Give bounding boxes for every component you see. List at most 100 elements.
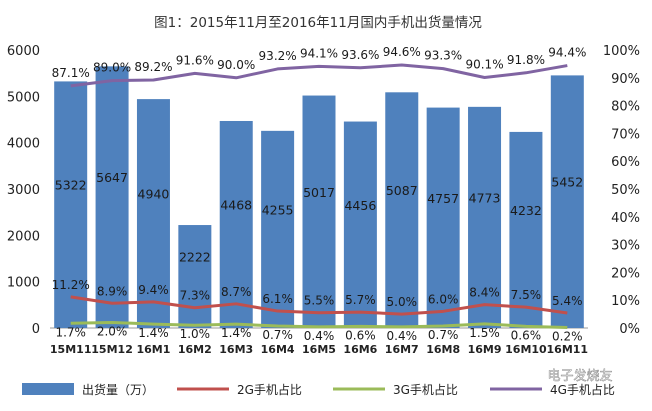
point-value-label: 94.4% — [548, 46, 586, 60]
bar-labels-group: 5322 5647 4940 2222 4468 4255 5017 4456 5087 4757… — [55, 170, 583, 264]
point-value-label: 5.5% — [304, 294, 335, 308]
point-value-label: 0.7% — [262, 328, 293, 342]
point-value-label: 94.6% — [383, 45, 421, 59]
point-value-label: 5.7% — [345, 293, 376, 307]
bar-value-label: 5017 — [303, 185, 335, 200]
point-value-label: 0.2% — [552, 329, 583, 343]
legend-swatch — [22, 383, 74, 395]
point-value-label: 0.6% — [345, 328, 376, 342]
point-value-label: 1.7% — [55, 325, 86, 339]
point-value-label: 5.4% — [552, 294, 583, 308]
bar — [509, 131, 543, 328]
y-right-tick-label: 30% — [611, 239, 640, 254]
point-value-label: 9.4% — [138, 283, 169, 297]
bar — [136, 99, 170, 328]
x-category-label: 16M6 — [343, 343, 377, 356]
point-value-label: 93.6% — [341, 48, 379, 62]
point-value-label: 1.4% — [138, 326, 169, 340]
y-right-tick-label: 90% — [611, 72, 640, 87]
x-category-label: 16M11 — [547, 343, 589, 356]
y-left-tick-label: 0 — [32, 322, 40, 337]
point-value-label: 93.3% — [424, 49, 462, 63]
point-value-label: 1.5% — [469, 326, 500, 340]
point-value-label: 0.7% — [428, 328, 459, 342]
point-value-label: 7.3% — [180, 289, 211, 303]
legend-label: 3G手机占比 — [393, 382, 458, 397]
y-left-tick-label: 1000 — [7, 276, 40, 291]
bar-value-label: 4940 — [138, 187, 170, 202]
y-axis-right: 0% 10% 20% 30% 40% 50% 60% 70% 80% 90% 100% — [603, 44, 640, 337]
point-value-label: 7.5% — [511, 288, 542, 302]
x-category-label: 15M11 — [50, 343, 92, 356]
y-left-tick-label: 6000 — [7, 44, 40, 59]
bar — [550, 75, 584, 329]
bar — [95, 66, 129, 329]
bar — [54, 81, 88, 328]
point-value-label: 8.7% — [221, 285, 252, 299]
bar-value-label: 5322 — [55, 178, 87, 193]
bar — [468, 106, 502, 328]
point-value-label: 93.2% — [259, 49, 297, 63]
y-left-tick-label: 3000 — [7, 183, 40, 198]
point-value-label: 8.9% — [97, 284, 128, 298]
bar-value-label: 4757 — [427, 191, 459, 206]
x-category-label: 16M3 — [219, 343, 253, 356]
x-category-label: 16M9 — [468, 343, 502, 356]
bar — [178, 225, 212, 328]
point-value-label: 8.4% — [469, 286, 500, 300]
y-right-tick-label: 40% — [611, 211, 640, 226]
point-value-label: 2.0% — [97, 324, 128, 338]
bar-value-label: 5647 — [96, 170, 128, 185]
point-value-label: 89.2% — [134, 60, 172, 74]
point-value-label: 0.4% — [304, 329, 335, 343]
y-right-tick-label: 0% — [619, 322, 640, 337]
y-right-tick-label: 70% — [611, 127, 640, 142]
point-value-label: 6.1% — [262, 292, 293, 306]
point-value-label: 1.4% — [221, 326, 252, 340]
bar-value-label: 5087 — [386, 183, 418, 198]
point-value-label: 91.8% — [507, 53, 545, 67]
x-axis-categories: 15M11 15M12 16M1 16M2 16M3 16M4 16M5 16M6 16M7 16… — [50, 343, 588, 356]
legend-label: 4G手机占比 — [550, 382, 615, 397]
bar-value-label: 4773 — [469, 190, 501, 205]
point-value-label: 89.0% — [93, 61, 131, 75]
x-category-label: 16M2 — [178, 343, 212, 356]
bars-group — [54, 66, 584, 329]
bar — [261, 130, 295, 328]
point-value-label: 87.1% — [52, 66, 90, 80]
x-category-label: 16M10 — [505, 343, 547, 356]
x-category-label: 16M7 — [385, 343, 419, 356]
point-value-label: 0.6% — [511, 328, 542, 342]
y-right-tick-label: 80% — [611, 100, 640, 115]
y-right-tick-label: 20% — [611, 266, 640, 281]
series-line — [70, 295, 568, 316]
point-value-label: 1.0% — [180, 327, 211, 341]
legend: 出货量（万） 2G手机占比 3G手机占比 4G手机占比 — [22, 382, 615, 397]
bar-value-label: 5452 — [551, 175, 583, 190]
bar-value-label: 4232 — [510, 203, 542, 218]
x-category-label: 16M8 — [426, 343, 460, 356]
y-right-tick-label: 60% — [611, 155, 640, 170]
series-line — [70, 63, 568, 88]
point-value-label: 5.0% — [387, 295, 418, 309]
point-value-label: 94.1% — [300, 46, 338, 60]
point-value-label: 0.4% — [387, 329, 418, 343]
bar — [219, 120, 253, 328]
bar-value-label: 4456 — [344, 198, 376, 213]
x-category-label: 16M4 — [261, 343, 295, 356]
y-left-tick-label: 4000 — [7, 137, 40, 152]
point-value-label: 6.0% — [428, 292, 459, 306]
y-left-tick-label: 5000 — [7, 90, 40, 105]
series-line — [70, 320, 568, 329]
y-right-tick-label: 50% — [611, 183, 640, 198]
point-labels-group: 11.2% 8.9% 9.4% 7.3% 8.7% 6.1% 5.5% 5.7% 5.0% 6.0… — [52, 45, 587, 343]
bar-value-label: 4468 — [220, 197, 252, 212]
point-value-label: 90.1% — [465, 58, 503, 72]
chart-title: 图1：2015年11月至2016年11月国内手机出货量情况 — [154, 14, 482, 31]
bar — [343, 121, 377, 328]
bar-value-label: 4255 — [262, 202, 294, 217]
x-category-label: 15M12 — [91, 343, 133, 356]
bar — [426, 107, 460, 328]
y-axis-left: 0 1000 2000 3000 4000 5000 6000 — [7, 44, 40, 337]
